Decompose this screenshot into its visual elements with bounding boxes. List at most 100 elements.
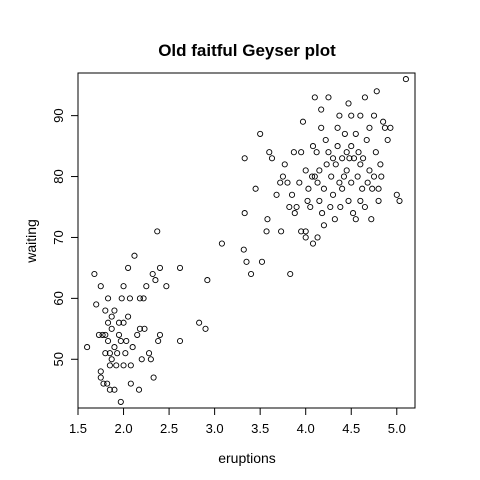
data-point [372,149,379,156]
plot-frame [77,72,416,409]
data-point [111,344,118,351]
data-point [327,203,334,211]
data-point [393,191,400,198]
data-point [366,167,373,174]
data-point [299,118,307,125]
data-point [343,167,350,174]
data-point [93,301,100,308]
data-point [105,295,112,302]
data-point [384,136,391,144]
data-point [111,307,118,314]
data-point [348,143,355,150]
data-point [279,173,286,180]
x-tick-label: 3.5 [251,421,269,436]
data-point [141,325,148,332]
data-point [296,179,303,186]
data-point [248,270,255,278]
data-point [320,185,327,192]
data-point [126,295,133,302]
data-point [375,185,382,192]
x-tick-label: 2.5 [160,421,178,436]
data-point [120,362,127,369]
data-point [309,143,317,150]
data-point [381,124,388,131]
data-point [288,191,296,198]
data-point [156,264,164,271]
data-point [363,136,370,144]
data-point [91,270,98,278]
chart-title: Old faitful Geyser plot [158,41,336,60]
y-tick-label: 50 [51,352,66,366]
data-point [359,185,366,192]
data-point [117,398,124,405]
data-point [135,386,143,393]
data-point [278,228,285,235]
data-point [106,350,113,357]
data-point [332,161,339,168]
data-point [341,130,348,137]
data-point [117,337,124,345]
data-point [150,374,157,381]
data-point [136,295,143,302]
data-point [369,185,376,192]
data-point [370,112,378,119]
data-point [125,264,132,271]
data-point [323,161,330,168]
data-point [113,362,120,369]
data-point [102,350,109,357]
data-point [348,179,355,186]
data-point [346,155,353,162]
data-point [350,210,357,217]
data-point [99,331,106,338]
data-point [325,94,332,101]
data-point [258,258,266,265]
x-axis-label: eruptions [218,450,276,466]
data-point [287,270,294,278]
data-point [302,234,309,241]
data-point [304,197,311,204]
data-points [84,76,409,405]
y-tick-label: 90 [51,108,66,122]
x-tick-label: 4.0 [297,421,315,436]
data-point [302,228,309,235]
data-point [355,149,362,156]
data-point [350,155,358,162]
data-point [176,264,184,271]
data-point [97,374,104,381]
data-point [127,380,134,387]
data-point [106,362,113,369]
data-point [136,325,143,332]
data-point [286,203,293,211]
data-point [241,155,248,162]
data-point [293,203,300,211]
data-point [108,313,115,320]
data-point [155,337,162,345]
data-point [84,344,91,351]
data-point [318,106,325,113]
data-point [273,191,280,198]
data-point [147,356,154,363]
data-point [325,149,332,156]
data-point [322,136,329,144]
data-point [277,179,284,186]
data-point [129,344,136,351]
data-point [298,228,305,235]
data-point [143,283,150,290]
data-point [108,325,115,332]
data-point [357,161,364,168]
x-axis: 1.5 2.0 2.5 3.0 3.5 4.0 4.5 5.0 [69,407,406,436]
data-point [366,124,373,131]
data-point [387,124,394,131]
data-point [140,295,147,302]
data-point [125,313,132,320]
data-point [307,203,314,211]
data-point [152,277,159,284]
data-point [218,240,225,247]
data-point [377,161,384,168]
data-point [176,337,184,345]
data-point [319,210,326,217]
data-point [281,161,288,168]
x-tick-label: 5.0 [388,421,406,436]
data-point [97,283,104,290]
